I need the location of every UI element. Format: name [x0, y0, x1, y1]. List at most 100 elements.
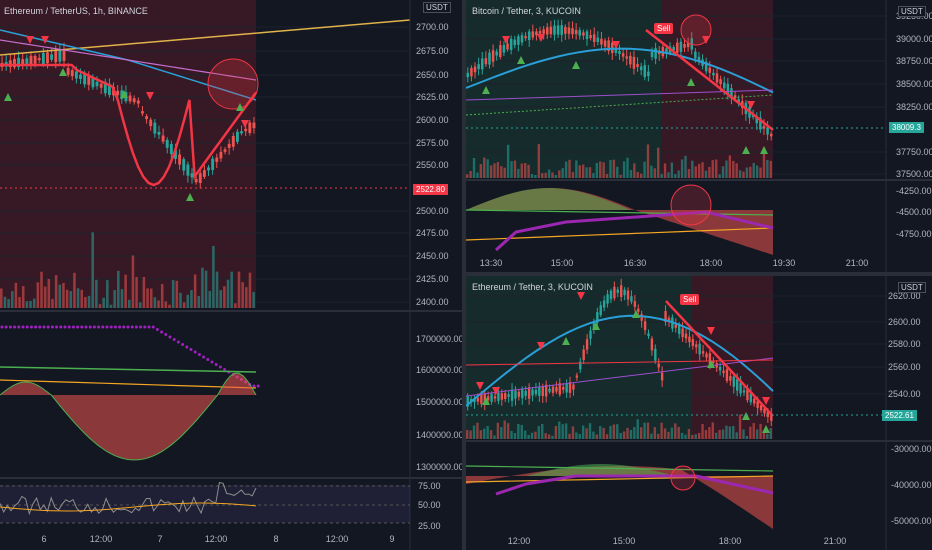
- bottom-right-candle: [739, 382, 742, 394]
- top-right-time-tick: 16:30: [624, 258, 647, 268]
- left-oscillator-tick: 75.00: [418, 481, 441, 491]
- pane-divider-horizontal[interactable]: [466, 272, 932, 276]
- top-right-chart[interactable]: 39250.0039000.0038750.0038500.0038250.00…: [466, 0, 932, 272]
- left-purple-dot: [13, 325, 17, 329]
- top-right-volume-bar: [585, 167, 588, 178]
- top-right-volume-bar: [554, 174, 558, 178]
- top-right-volume-bar: [602, 162, 605, 178]
- bottom-right-volume-bar: [643, 422, 646, 439]
- left-time-tick: 8: [273, 534, 278, 544]
- bottom-right-time-tick: 15:00: [613, 536, 636, 546]
- bottom-right-candle: [718, 366, 722, 371]
- bottom-right-volume-bar: [588, 423, 592, 439]
- left-time-tick: 7: [157, 534, 162, 544]
- left-volume-bar: [7, 299, 10, 308]
- bottom-right-candle: [613, 286, 616, 299]
- left-candle: [99, 83, 103, 88]
- left-candle: [198, 173, 202, 183]
- left-volume-bar: [175, 280, 179, 308]
- bottom-right-candle: [633, 301, 637, 307]
- left-purple-dot: [218, 365, 222, 369]
- bottom-right-candle: [698, 343, 701, 355]
- top-right-volume-bar: [697, 163, 701, 178]
- bottom-right-candle: [759, 405, 763, 411]
- bottom-right-candle: [712, 361, 715, 364]
- left-purple-dot: [160, 330, 164, 334]
- top-right-candle: [715, 73, 719, 83]
- bottom-right-candle: [688, 336, 691, 342]
- top-right-price-tick: 39000.00: [896, 34, 932, 44]
- left-purple-dot: [181, 343, 185, 346]
- bottom-right-volume-bar: [687, 428, 691, 439]
- top-right-candle: [722, 82, 726, 89]
- top-right-candle: [614, 47, 618, 53]
- bottom-right-volume-bar: [657, 433, 660, 439]
- left-volume-bar: [21, 286, 25, 308]
- left-volume-bar: [241, 282, 244, 308]
- left-volume-bar: [65, 289, 69, 308]
- top-right-volume-bar: [479, 164, 483, 178]
- left-chart[interactable]: 2700.00 2675.00 2650.00 2625.00 2600.00 2575.…: [0, 0, 462, 550]
- left-purple-dot: [134, 325, 138, 329]
- left-buy-triangle: [120, 90, 128, 98]
- top-right-volume-bar: [466, 174, 469, 178]
- left-currency-badge: USDT: [423, 2, 451, 13]
- left-candle: [145, 116, 149, 120]
- bottom-right-volume-bar: [728, 426, 732, 439]
- bottom-right-volume-bar: [520, 424, 523, 439]
- left-volume-bar: [215, 271, 219, 308]
- bottom-right-candle: [486, 396, 490, 401]
- bottom-right-candle: [510, 389, 514, 401]
- left-time-tick: 12:00: [205, 534, 228, 544]
- left-sell-triangle: [41, 36, 49, 44]
- bottom-right-candle: [763, 408, 766, 414]
- left-price-tick: 2550.00: [416, 160, 449, 170]
- top-right-volume-bar: [636, 171, 639, 178]
- top-right-volume-bar: [609, 160, 612, 178]
- left-volume-bar: [51, 299, 54, 308]
- bottom-right-red-flat-line: [466, 359, 774, 366]
- left-macd-area: [0, 373, 256, 460]
- left-purple-dot: [63, 325, 67, 329]
- top-right-volume-bar: [486, 159, 489, 178]
- bottom-right-candle: [507, 394, 510, 398]
- left-purple-dot: [105, 325, 109, 329]
- left-purple-dot: [193, 350, 197, 354]
- left-price-tick: 2425.00: [416, 274, 449, 284]
- bottom-right-chart[interactable]: 2620.00 2600.00 2580.00 2560.00 2540.00 -3000…: [466, 276, 932, 550]
- bottom-right-candle: [657, 363, 660, 368]
- top-right-volume-bar: [766, 159, 769, 178]
- bottom-right-volume-bar: [503, 420, 506, 439]
- top-right-candle: [618, 50, 621, 55]
- left-volume-tick: 1400000.00: [416, 430, 462, 440]
- top-right-time-tick: 18:00: [700, 258, 723, 268]
- bottom-right-candle: [531, 389, 534, 396]
- bottom-right-candle: [732, 376, 735, 387]
- top-right-candle: [509, 38, 513, 51]
- bottom-right-oscillator-tick: -30000.00: [891, 444, 932, 454]
- left-candle: [244, 128, 248, 132]
- bottom-right-chart-canvas[interactable]: 2620.00 2600.00 2580.00 2560.00 2540.00 -3000…: [466, 276, 932, 550]
- top-right-candle: [694, 51, 697, 59]
- left-chart-canvas[interactable]: 2700.00 2675.00 2650.00 2625.00 2600.00 2575.…: [0, 0, 462, 550]
- left-candle: [186, 164, 190, 176]
- top-right-volume-bar: [581, 164, 585, 178]
- left-candle: [141, 111, 144, 114]
- top-right-candle: [650, 51, 654, 57]
- pane-divider-vertical[interactable]: [462, 0, 466, 550]
- top-right-price-tick: 38500.00: [896, 79, 932, 89]
- bottom-right-volume-bar: [639, 427, 643, 439]
- bottom-right-candle: [684, 333, 688, 339]
- top-right-candle: [477, 64, 480, 70]
- top-right-candle: [607, 40, 610, 51]
- bottom-right-candle: [753, 398, 756, 404]
- bottom-right-candle: [562, 387, 565, 390]
- top-right-volume-bar: [749, 166, 752, 178]
- left-volume-bar: [164, 301, 168, 308]
- bottom-right-candle: [681, 328, 684, 338]
- top-right-volume-bar: [752, 163, 755, 178]
- bottom-right-volume-bar: [599, 426, 602, 439]
- bottom-right-volume-bar: [755, 429, 759, 439]
- top-right-candle: [531, 31, 535, 38]
- top-right-chart-canvas[interactable]: 39250.0039000.0038750.0038500.0038250.00…: [466, 0, 932, 272]
